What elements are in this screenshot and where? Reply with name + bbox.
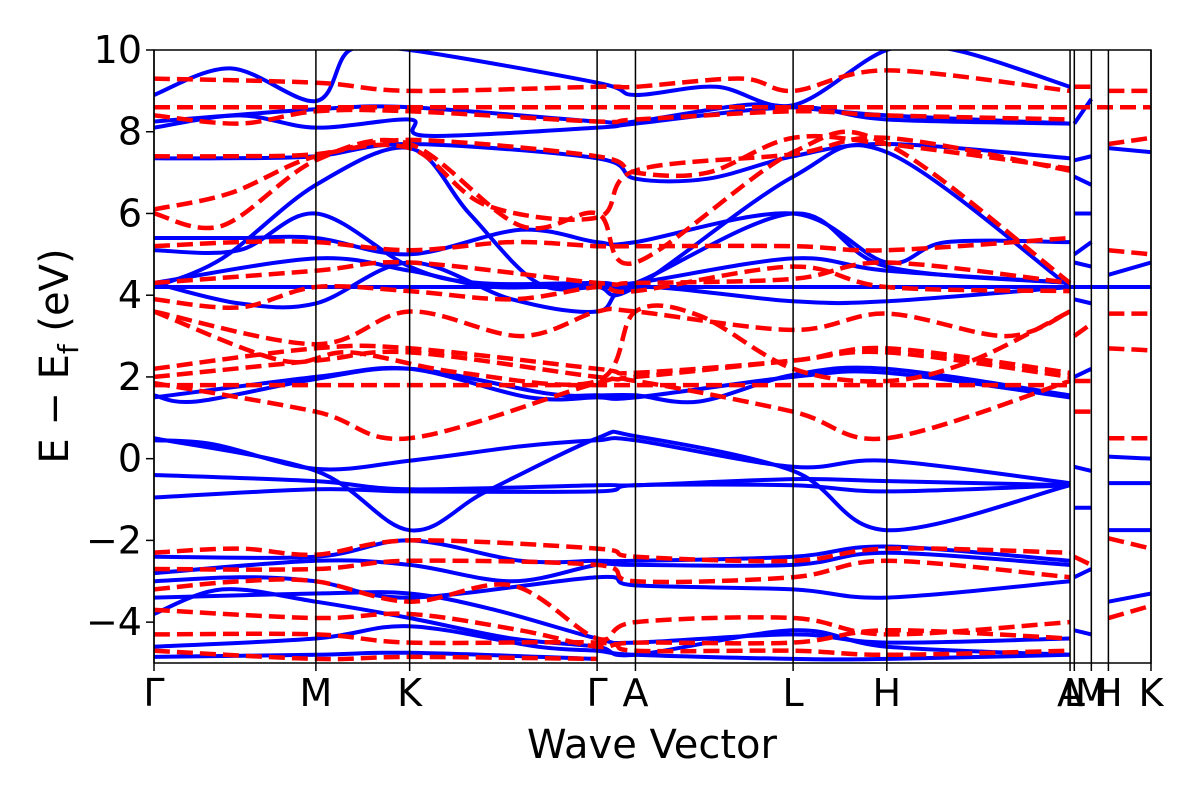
band-dash-23 <box>1072 321 1093 338</box>
band-dash-31 <box>1108 346 1151 353</box>
plot-frame <box>153 49 1152 664</box>
band-solid-30 <box>1073 297 1092 306</box>
band-solid-29 <box>1073 260 1092 269</box>
band-solid-21 <box>154 587 1071 658</box>
y-axis-title-subscript: f <box>52 343 85 354</box>
x-tick-label: Γ <box>587 671 608 715</box>
band-solid-13 <box>154 141 1071 184</box>
band-dash-13 <box>154 107 1071 126</box>
y-tick-label: −2 <box>86 518 142 562</box>
y-axis-ticks: −4 −2 0 2 4 6 8 10 <box>86 28 154 644</box>
band-dash-16 <box>154 538 1071 564</box>
x-tick-label: Γ <box>143 671 164 715</box>
band-solid-36 <box>1108 146 1151 155</box>
band-dash-20 <box>154 631 1071 658</box>
band-solid-31 <box>1073 366 1093 379</box>
y-axis-title-unit: (eV) <box>32 248 78 344</box>
bands-layer <box>154 50 1151 662</box>
band-dash-5 <box>154 306 1071 347</box>
band-dash-11 <box>154 135 1071 222</box>
band-solid-38 <box>1108 454 1151 461</box>
band-dash-34 <box>1107 603 1151 621</box>
x-tick-label: K <box>1139 671 1165 715</box>
band-dash-12 <box>154 133 1071 179</box>
x-axis-title: Wave Vector <box>527 722 778 768</box>
band-solid-37 <box>1107 260 1151 277</box>
band-solid-8 <box>154 260 1071 314</box>
x-tick-label: L <box>783 671 804 715</box>
band-solid-16 <box>154 50 1071 109</box>
y-tick-label: 4 <box>118 273 142 317</box>
y-axis-title-main: E − E <box>32 354 78 464</box>
band-dash-10 <box>154 129 1072 285</box>
x-tick-label: H <box>873 671 902 715</box>
y-tick-label: −4 <box>86 600 142 644</box>
band-solid-34 <box>1073 567 1093 579</box>
band-dash-15 <box>154 68 1071 94</box>
x-tick-label: K <box>397 671 423 715</box>
band-dash-33 <box>1107 536 1151 551</box>
x-tick-label: M <box>300 671 333 715</box>
band-solid-35 <box>1073 628 1092 637</box>
band-dash-26 <box>1073 554 1093 567</box>
band-solid-10 <box>154 211 1071 266</box>
y-axis-title: E − Ef (eV) <box>32 248 85 463</box>
x-tick-label: M <box>1075 671 1108 715</box>
band-solid-26 <box>1073 174 1093 187</box>
band-solid-41 <box>1108 591 1151 604</box>
y-tick-label: 10 <box>94 28 142 72</box>
band-dash-29 <box>1108 248 1151 257</box>
x-tick-label: A <box>622 671 648 715</box>
band-dash-1 <box>154 374 1071 442</box>
band-dash-21 <box>154 648 598 662</box>
band-dash-6 <box>154 303 1072 387</box>
y-tick-label: 8 <box>118 110 142 154</box>
band-solid-28 <box>1073 240 1093 256</box>
band-solid-17 <box>154 538 1071 565</box>
band-dash-9 <box>154 264 1071 311</box>
x-tick-label: H <box>1094 671 1123 715</box>
y-tick-label: 6 <box>118 191 142 235</box>
band-solid-24 <box>1072 97 1093 125</box>
x-tick-label: A <box>1057 671 1083 715</box>
x-tick-label: L <box>1064 671 1085 715</box>
y-tick-label: 0 <box>118 437 142 481</box>
band-solid-25 <box>1073 154 1092 163</box>
band-dash-19 <box>154 607 1071 650</box>
y-tick-label: 2 <box>118 355 142 399</box>
band-dash-28 <box>1108 135 1151 147</box>
band-solid-32 <box>1073 464 1092 473</box>
